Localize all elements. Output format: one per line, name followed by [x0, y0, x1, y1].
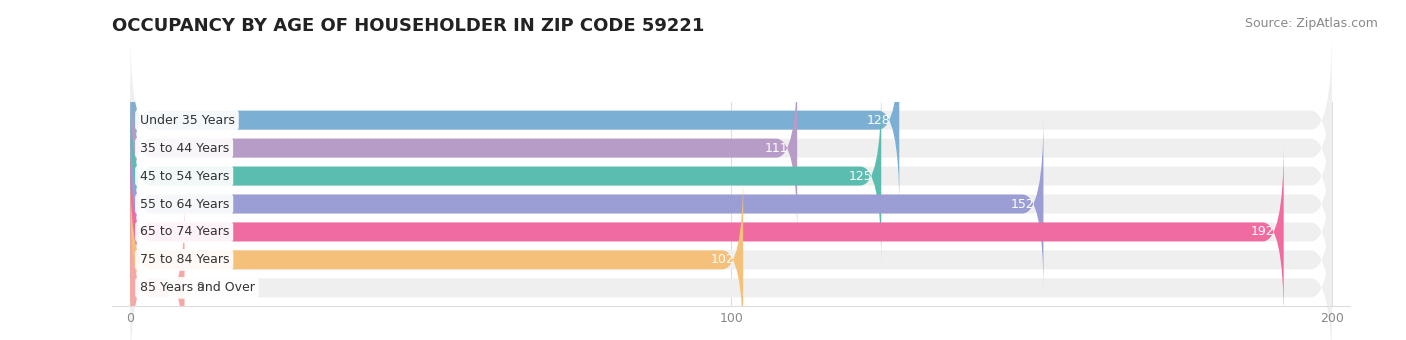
FancyBboxPatch shape — [131, 116, 1043, 292]
Text: 192: 192 — [1251, 225, 1275, 238]
Text: Under 35 Years: Under 35 Years — [139, 114, 235, 127]
FancyBboxPatch shape — [131, 88, 882, 265]
FancyBboxPatch shape — [131, 116, 1331, 292]
Text: 45 to 54 Years: 45 to 54 Years — [139, 170, 229, 183]
FancyBboxPatch shape — [131, 32, 1331, 208]
Text: 152: 152 — [1011, 198, 1035, 210]
FancyBboxPatch shape — [131, 60, 1331, 236]
FancyBboxPatch shape — [131, 143, 1284, 320]
Text: 55 to 64 Years: 55 to 64 Years — [139, 198, 229, 210]
FancyBboxPatch shape — [131, 32, 900, 208]
FancyBboxPatch shape — [131, 172, 744, 340]
Text: Source: ZipAtlas.com: Source: ZipAtlas.com — [1244, 17, 1378, 30]
FancyBboxPatch shape — [131, 60, 797, 236]
FancyBboxPatch shape — [131, 88, 1331, 265]
Text: 65 to 74 Years: 65 to 74 Years — [139, 225, 229, 238]
FancyBboxPatch shape — [131, 172, 1331, 340]
Text: 111: 111 — [765, 141, 789, 155]
Text: 85 Years and Over: 85 Years and Over — [139, 281, 254, 294]
FancyBboxPatch shape — [131, 200, 1331, 340]
Text: 35 to 44 Years: 35 to 44 Years — [139, 141, 229, 155]
Text: 102: 102 — [710, 253, 734, 267]
Text: 128: 128 — [866, 114, 890, 127]
FancyBboxPatch shape — [131, 200, 184, 340]
Text: 9: 9 — [197, 281, 204, 294]
Text: 125: 125 — [848, 170, 872, 183]
Text: 75 to 84 Years: 75 to 84 Years — [139, 253, 229, 267]
Text: OCCUPANCY BY AGE OF HOUSEHOLDER IN ZIP CODE 59221: OCCUPANCY BY AGE OF HOUSEHOLDER IN ZIP C… — [112, 17, 704, 35]
FancyBboxPatch shape — [131, 143, 1331, 320]
